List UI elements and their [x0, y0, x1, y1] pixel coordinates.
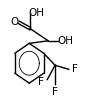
Text: F: F: [72, 64, 78, 74]
Text: F: F: [52, 87, 58, 97]
Text: OH: OH: [28, 8, 44, 18]
Text: F: F: [38, 77, 44, 87]
Text: OH: OH: [57, 36, 73, 46]
Text: O: O: [10, 17, 18, 27]
